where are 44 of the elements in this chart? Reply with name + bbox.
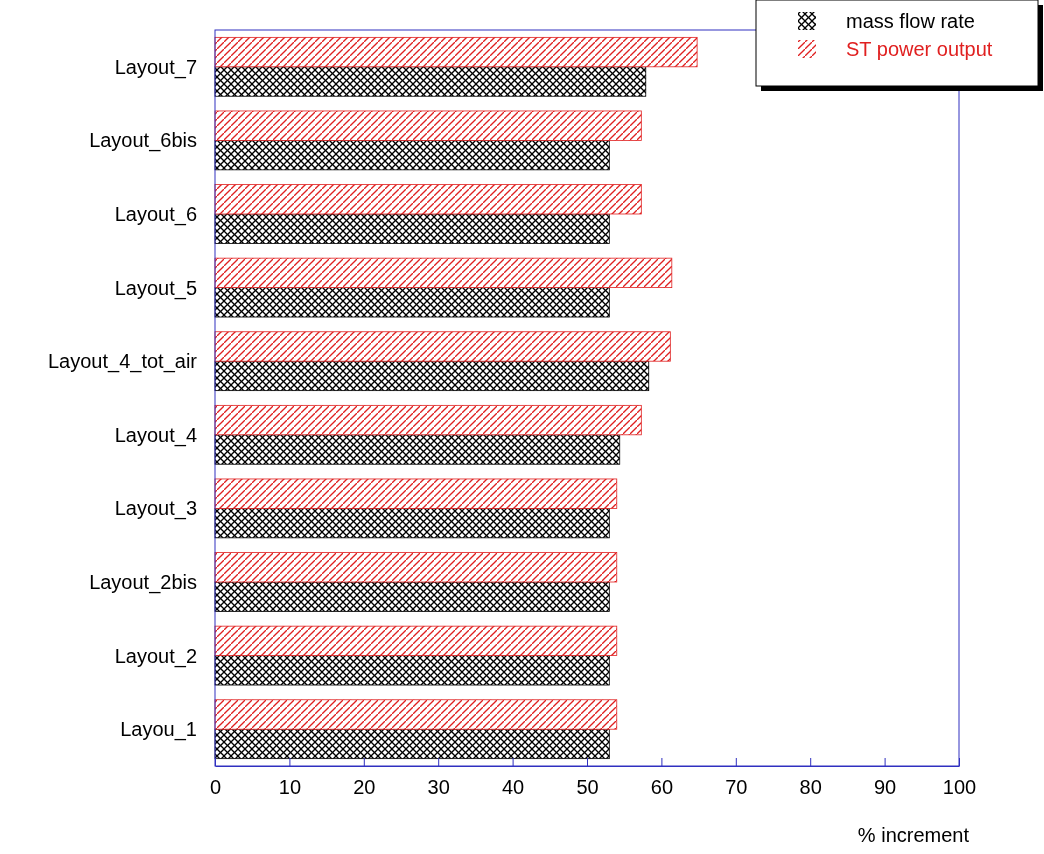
y-tick-label: Layout_3 [114,497,197,521]
bar [214,655,610,686]
bar [214,257,673,288]
x-tick-label: 60 [650,776,674,799]
x-tick-label: 90 [873,776,897,799]
bar [214,478,618,509]
y-tick-label: Layout_2 [114,644,197,668]
bar [214,728,610,760]
x-tick-label: 10 [278,776,302,799]
bar [214,552,618,583]
x-tick-label: 0 [209,776,222,799]
bar [214,331,671,362]
x-tick-label: 70 [725,776,748,799]
bar [214,36,698,68]
x-tick-label: 40 [501,776,525,799]
bar [214,360,650,392]
bar [214,213,610,244]
bar [214,184,642,215]
bar [214,508,610,539]
y-tick-label: Layout_4_tot_air [47,350,198,374]
bar [214,625,618,656]
x-axis-title: % increment [857,824,970,846]
x-tick-label: 30 [427,776,450,799]
bar [214,287,610,318]
legend-label: ST power output [846,38,993,60]
x-tick-label: 80 [799,776,822,799]
legend-label: mass flow rate [846,10,975,32]
bar [214,404,642,436]
y-tick-label: Layout_6bis [89,129,197,153]
bar [214,699,618,730]
bar [214,581,610,612]
y-tick-label: Layout_7 [114,55,197,79]
x-tick-label: 100 [942,776,977,799]
x-tick-label: 50 [576,776,599,799]
bar [214,434,621,465]
x-tick-label: 20 [353,776,376,799]
bar [214,140,610,171]
bar [214,66,647,97]
y-tick-label: Layout_5 [114,276,197,300]
y-tick-label: Layout_6 [114,203,197,226]
y-tick-label: Layout_4 [114,423,197,447]
y-tick-label: Layout_2bis [89,571,197,594]
bar [214,110,642,141]
y-tick-label: Layou_1 [120,718,197,742]
